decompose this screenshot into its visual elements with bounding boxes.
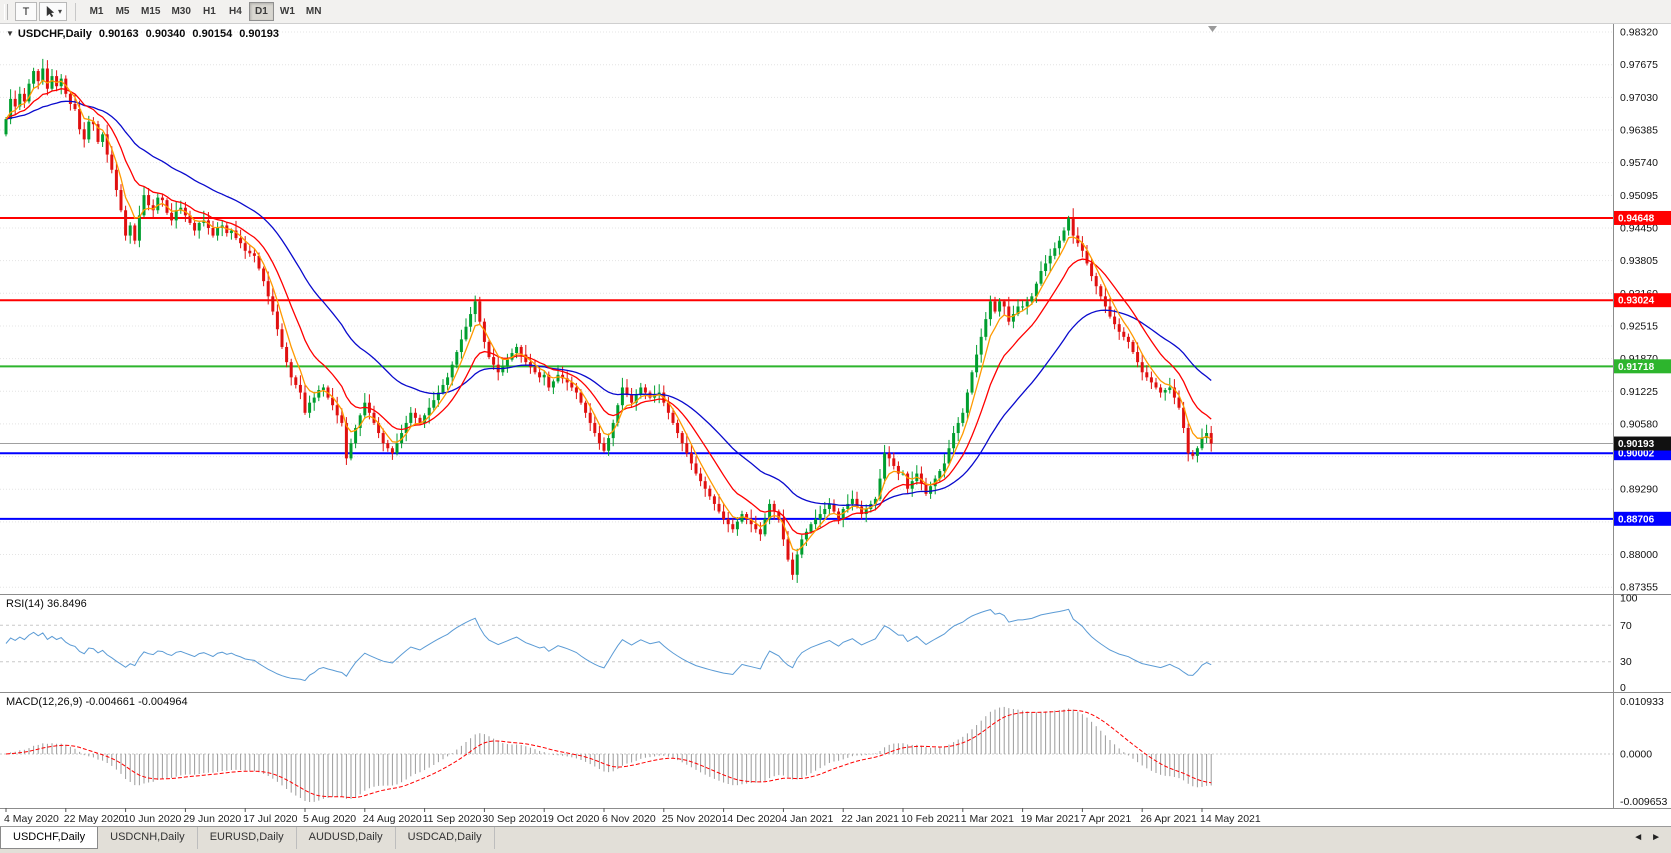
rsi-line (5, 608, 1212, 682)
date-label: 14 Dec 2020 (722, 813, 782, 825)
timeframe-button-h4[interactable]: H4 (223, 2, 248, 21)
date-axis[interactable]: 4 May 2020 22 May 2020 10 Jun 2020 29 Jun 2… (4, 808, 1261, 825)
price-axis-label: 0.94450 (1620, 222, 1658, 234)
price-axis-label: 0.87355 (1620, 582, 1658, 594)
timeframe-button-h1[interactable]: H1 (197, 2, 222, 21)
date-label: 11 Sep 2020 (423, 813, 482, 825)
date-label: 22 May 2020 (64, 813, 125, 825)
date-label: 6 Nov 2020 (602, 813, 656, 825)
macd-scale-label: 0.010933 (1620, 696, 1664, 708)
drawing-tool-button[interactable]: ▾ (39, 2, 68, 21)
date-label: 4 May 2020 (4, 813, 59, 825)
hline-price-label: 0.91718 (1618, 362, 1655, 373)
date-label: 14 May 2021 (1200, 813, 1261, 825)
rsi-scale-label: 0 (1620, 682, 1626, 694)
price-axis-label: 0.89290 (1620, 484, 1658, 496)
tab-scroll-arrows: ◄ ► (1633, 827, 1671, 844)
date-label: 22 Jan 2021 (841, 813, 899, 825)
macd-scale: 0.010933 0.0000 -0.009653 (1620, 696, 1667, 808)
chart-tabs: USDCHF,Daily USDCNH,Daily EURUSD,Daily AUDU… (0, 827, 495, 849)
grid-lines (0, 31, 1613, 588)
toolbar-grip[interactable] (4, 3, 8, 20)
chart-tab-usdchf-daily[interactable]: USDCHF,Daily (0, 827, 99, 849)
toolbar-separator (75, 2, 77, 21)
chart-tab-bar: USDCHF,Daily USDCNH,Daily EURUSD,Daily AUDU… (0, 826, 1671, 853)
horizontal-lines[interactable] (0, 216, 1613, 520)
date-label: 25 Nov 2020 (662, 813, 722, 825)
hline-price-labels: 0.94648 0.93024 0.91718 0.90002 0.88706 (1614, 210, 1671, 526)
moving-average-line (5, 79, 1212, 552)
rsi-scale-label: 100 (1620, 593, 1638, 605)
timeframe-toolbar: M1 M5 M15 M30 H1 H4 D1 W1 MN (84, 2, 326, 21)
price-axis-label: 0.95095 (1620, 190, 1658, 202)
price-axis[interactable]: 0.98320 0.97675 0.97030 0.96385 0.95740 0.950… (1620, 27, 1658, 594)
timeframe-button-mn[interactable]: MN (301, 2, 327, 21)
date-label: 30 Sep 2020 (482, 813, 542, 825)
chart-window: 0.98320 0.97675 0.97030 0.96385 0.95740 0.950… (0, 24, 1671, 826)
moving-average-line (5, 88, 1212, 535)
date-label: 1 Mar 2021 (961, 813, 1014, 825)
hline-price-label: 0.88706 (1618, 514, 1655, 525)
date-label: 10 Jun 2020 (124, 813, 182, 825)
timeframe-button-m5[interactable]: M5 (110, 2, 135, 21)
timeframe-button-m15[interactable]: M15 (136, 2, 165, 21)
current-price-label: 0.90193 (1618, 439, 1655, 450)
tab-scroll-left-button[interactable]: ◄ (1633, 832, 1644, 843)
chart-tab-audusd-daily[interactable]: AUDUSD,Daily (297, 827, 396, 849)
hline-price-label: 0.90002 (1618, 449, 1655, 460)
macd-signal-line (5, 709, 1212, 799)
price-axis-label: 0.97675 (1620, 59, 1658, 71)
candles (4, 58, 1213, 583)
timeframe-button-m1[interactable]: M1 (84, 2, 109, 21)
macd-scale-label: -0.009653 (1620, 796, 1667, 808)
date-label: 19 Mar 2021 (1021, 813, 1080, 825)
tab-scroll-right-button[interactable]: ► (1651, 832, 1661, 843)
rsi-scale-label: 70 (1620, 620, 1632, 632)
timeframe-button-d1[interactable]: D1 (248, 2, 274, 21)
hline-price-label: 0.94648 (1618, 213, 1655, 224)
current-price-label-box (1614, 436, 1671, 451)
date-label: 10 Feb 2021 (901, 813, 960, 825)
date-label: 29 Jun 2020 (183, 813, 241, 825)
price-axis-label: 0.93805 (1620, 255, 1658, 267)
cursor-icon (46, 5, 55, 17)
macd-histogram (10, 706, 1212, 802)
date-label: 4 Jan 2021 (781, 813, 833, 825)
chart-tab-usdcad-daily[interactable]: USDCAD,Daily (396, 827, 495, 849)
date-label: 19 Oct 2020 (542, 813, 599, 825)
top-toolbar: T ▾ M1 M5 M15 M30 H1 H4 D1 W1 MN (0, 0, 1671, 24)
timeframe-button-m30[interactable]: M30 (166, 2, 195, 21)
date-label: 24 Aug 2020 (363, 813, 422, 825)
rsi-scale-label: 30 (1620, 656, 1632, 668)
price-axis-label: 0.98320 (1620, 27, 1658, 39)
price-axis-label: 0.95740 (1620, 157, 1658, 169)
moving-average-line (5, 100, 1212, 507)
date-label: 7 Apr 2021 (1080, 813, 1131, 825)
price-chart[interactable]: 0.98320 0.97675 0.97030 0.96385 0.95740 0.950… (0, 24, 1671, 826)
text-tool-button[interactable]: T (15, 2, 37, 21)
chart-tab-eurusd-daily[interactable]: EURUSD,Daily (198, 827, 297, 849)
price-axis-label: 0.90580 (1620, 418, 1658, 430)
price-axis-label: 0.96385 (1620, 125, 1658, 137)
price-axis-label: 0.92515 (1620, 320, 1658, 332)
chart-tab-usdcnh-daily[interactable]: USDCNH,Daily (98, 827, 198, 849)
macd-scale-label: 0.0000 (1620, 748, 1652, 760)
date-label: 5 Aug 2020 (303, 813, 356, 825)
chevron-down-icon: ▾ (58, 7, 63, 16)
price-axis-label: 0.91225 (1620, 386, 1658, 398)
hline-price-label: 0.93024 (1618, 296, 1655, 307)
rsi-scale: 100 70 30 0 (1620, 593, 1638, 695)
date-label: 17 Jul 2020 (243, 813, 297, 825)
timeframe-button-w1[interactable]: W1 (275, 2, 300, 21)
date-label: 26 Apr 2021 (1140, 813, 1197, 825)
price-axis-label: 0.97030 (1620, 92, 1658, 104)
chart-shift-marker[interactable] (1208, 26, 1217, 32)
price-axis-label: 0.88000 (1620, 549, 1658, 561)
